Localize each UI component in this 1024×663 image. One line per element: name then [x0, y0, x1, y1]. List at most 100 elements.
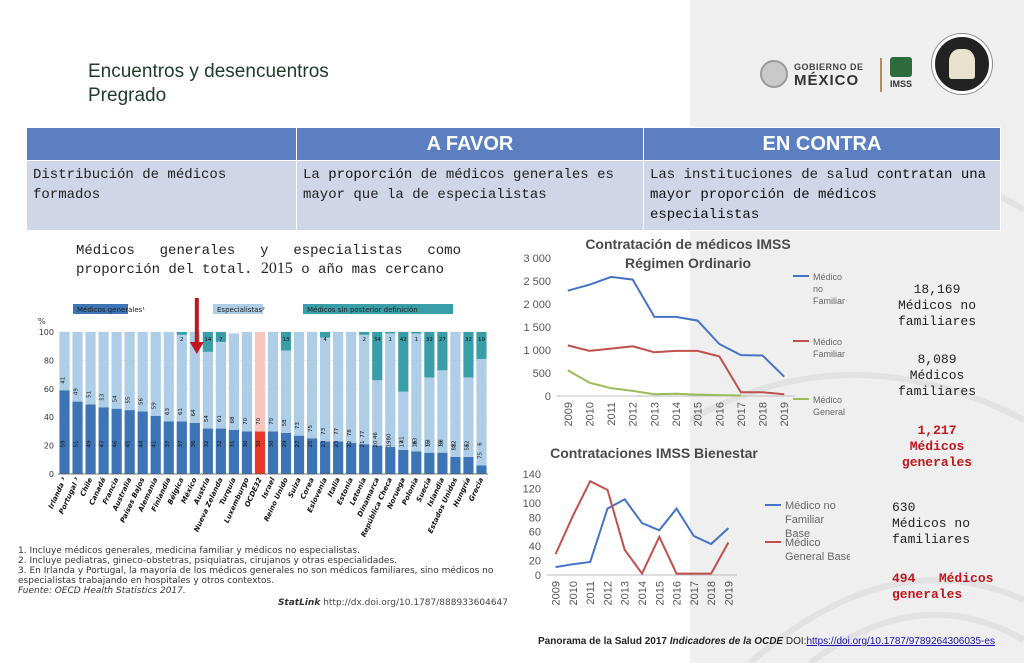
x-tick-label: 2010: [568, 581, 580, 605]
bar-general: [307, 438, 318, 474]
bar-label-undefined: 1: [415, 337, 419, 343]
bar-label-general: 30: [256, 440, 262, 447]
bar-label-specialist: 88: [451, 443, 457, 450]
bar-label-general: 12: [464, 441, 470, 448]
y-tick-label: 80: [529, 512, 541, 524]
bar-label-general: 45: [126, 440, 132, 447]
bar-label-general: 16: [412, 440, 418, 447]
bar-label-general: 29: [282, 440, 288, 447]
bar-label-general: 15: [438, 440, 444, 447]
bar-undefined: [385, 332, 396, 334]
bar-general: [98, 407, 109, 474]
x-tick-label: 2016: [714, 402, 726, 426]
bar-undefined: [202, 332, 213, 352]
x-tick-label: 2015: [693, 402, 705, 426]
bar-label-general: 41: [152, 441, 158, 448]
legend-swatch: [303, 304, 453, 314]
x-tick-label: 2013: [620, 581, 632, 605]
legend-label: Médico: [813, 337, 842, 347]
academia-figure-icon: [949, 49, 975, 79]
bar-label-specialist: 54: [204, 415, 210, 422]
bar-general: [215, 428, 226, 474]
x-tick-label: 2016: [672, 581, 684, 605]
bar-label-specialist: 77: [360, 430, 366, 437]
y-tick-label: 0: [535, 570, 541, 582]
bar-specialist: [124, 332, 135, 411]
bar-label-general: 23: [334, 440, 340, 447]
favor-text-pre: La: [303, 167, 329, 183]
bar-specialist: [254, 332, 266, 432]
bar-label-specialist: 61: [217, 415, 223, 422]
contra-text-bold: contratan una mayor proporción de médico…: [650, 167, 987, 223]
bar-specialist: [202, 351, 213, 429]
bar-specialist: [176, 334, 187, 422]
y-tick-label: 0: [545, 391, 551, 403]
chart-title: Contratación de médicos IMSS: [585, 236, 790, 252]
legend-swatch: [213, 304, 263, 314]
series-line: [555, 498, 730, 569]
bar-general: [372, 445, 383, 474]
bar-specialist: [280, 350, 292, 433]
bar-specialist: [267, 332, 279, 432]
bar-undefined: [320, 332, 331, 338]
bar-label-specialist: 56: [464, 443, 470, 450]
statlink-label: StatLink: [277, 598, 321, 608]
bar-label-general: 25: [308, 440, 314, 447]
chart-title: Contrataciones IMSS Bienestar: [550, 445, 758, 461]
legend-label: Especialistas²: [217, 306, 265, 314]
stat-3-number: 1,217: [917, 423, 957, 438]
bar-undefined: [463, 332, 474, 378]
stat-1: 18,169 Médicos no familiares: [892, 282, 982, 330]
bar-specialist: [163, 332, 174, 422]
bar-label-general: 32: [217, 441, 223, 448]
bar-specialist: [424, 377, 435, 453]
bar-label-undefined: 2: [362, 337, 366, 343]
bar-label-general: 19: [386, 440, 392, 447]
statlink-url[interactable]: http://dx.doi.org/10.1787/888933604647: [323, 598, 508, 608]
footer-link[interactable]: https://doi.org/10.1787/9789264306035-es: [806, 636, 995, 647]
bar-specialist: [59, 332, 70, 391]
bar-specialist: [463, 377, 474, 457]
y-tick-label: 100: [39, 328, 54, 337]
x-tick-label: 2009: [563, 402, 575, 426]
imss-logo: IMSS: [888, 57, 914, 91]
bar-specialist: [307, 332, 318, 439]
bar-specialist: [85, 332, 96, 405]
bar-general: [437, 452, 448, 474]
contra-cell: Las instituciones de salud contratan una…: [643, 160, 1001, 231]
bar-label-general: 59: [61, 440, 67, 447]
bar-label-specialist: 70: [269, 417, 275, 424]
mexico-arrow-head: [189, 342, 204, 354]
bar-label-specialist: 58: [282, 419, 288, 426]
bar-label-specialist: 46: [373, 432, 379, 439]
bar-general: [254, 431, 266, 474]
stat-3-text: Médicos generales: [901, 439, 973, 470]
series-line: [554, 479, 730, 576]
y-tick-label: 1 000: [523, 345, 551, 357]
gobierno-mexico-logo: GOBIERNO DE MÉXICO: [760, 55, 880, 93]
legend-label: no: [813, 284, 823, 294]
legend-label: Médico: [813, 395, 842, 405]
logo-divider: [880, 58, 882, 92]
y-tick-label: 0: [49, 470, 54, 479]
bar-general: [202, 428, 213, 474]
bar-label-general: 36: [191, 440, 197, 447]
legend-label: Familiar: [785, 514, 824, 526]
bar-general: [450, 456, 461, 474]
bar-general: [59, 390, 70, 474]
bar-label-specialist: 75: [477, 451, 483, 458]
bar-general: [124, 410, 135, 474]
bar-label-general: 17: [399, 440, 405, 447]
proportion-title-year: 2015: [260, 260, 293, 277]
bar-undefined: [280, 332, 292, 351]
imss-emblem-icon: [890, 57, 912, 77]
bar-label-general: 47: [100, 440, 106, 447]
title-line-2: Pregrado: [88, 85, 167, 106]
series-line: [567, 369, 741, 397]
legend-label: Médicos generales¹: [77, 306, 145, 314]
y-tick-label: 1 500: [523, 322, 551, 334]
bar-general: [176, 421, 187, 474]
stat-2: 8,089 Médicos familiares: [892, 352, 982, 400]
stat-1-text: Médicos no familiares: [897, 298, 976, 329]
bar-general: [137, 411, 148, 474]
